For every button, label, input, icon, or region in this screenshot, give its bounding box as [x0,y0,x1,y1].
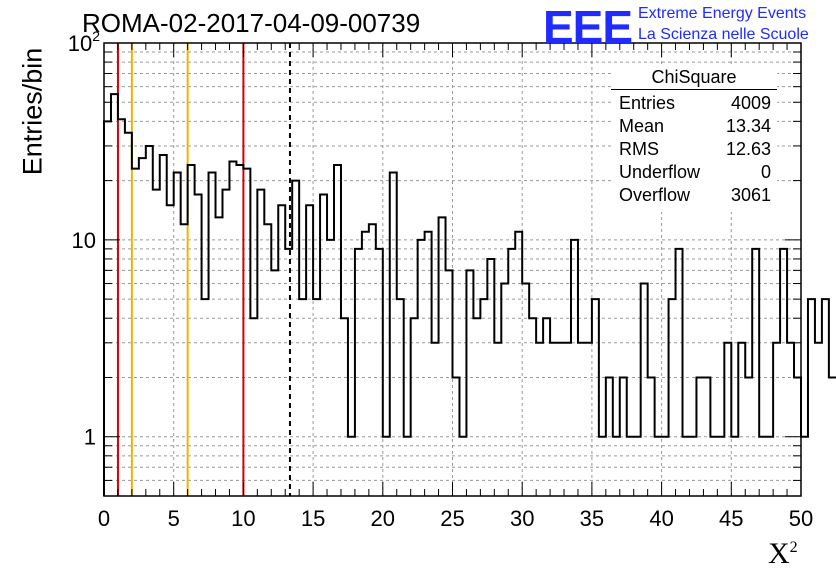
x-tick-label: 35 [580,506,604,531]
eee-logo: EEE Extreme Energy Events La Scienza nel… [543,1,833,53]
y-axis-label: Entries/bin [17,47,48,176]
stats-row-mean: Mean 13.34 [619,116,771,138]
stats-value: 4009 [730,93,771,113]
stats-label: Mean [619,116,665,136]
logo-line-2: La Scienza nelle Scuole [638,26,809,43]
x-tick-label: 45 [719,506,743,531]
stats-title-rule [611,89,777,90]
stats-row-overflow: Overflow 3061 [619,185,771,207]
stats-label: Underflow [619,162,701,182]
x-tick-label: 50 [789,506,813,531]
stats-row-rms: RMS 12.63 [619,139,771,161]
x-tick-label: 15 [301,506,325,531]
stats-row-underflow: Underflow 0 [619,162,771,184]
x-axis-label-superscript: 2 [789,539,798,556]
chart-title: ROMA-02-2017-04-09-00739 [82,8,421,38]
x-tick-label: 10 [231,506,255,531]
x-tick-label: 25 [440,506,464,531]
x-tick-label: 40 [649,506,673,531]
logo-line-1: Extreme Energy Events [638,5,807,22]
x-tick-label: 0 [98,506,110,531]
x-axis-label: X2 [768,537,798,571]
y-tick-label: 1 [84,425,96,450]
x-axis-label-text: X [768,537,790,570]
stats-row-entries: Entries 4009 [619,93,771,115]
stats-value: 0 [760,162,771,182]
x-tick-label: 20 [371,506,395,531]
stats-box: ChiSquare Entries 4009 Mean 13.34 RMS 12… [611,64,777,212]
logo-mark: EEE [543,1,633,53]
y-tick-label: 102 [68,28,100,56]
stats-value: 13.34 [725,116,771,136]
stats-value: 3061 [730,185,771,205]
stats-label: Overflow [619,185,691,205]
x-tick-label: 5 [168,506,180,531]
x-tick-label: 30 [510,506,534,531]
stats-title: ChiSquare [651,67,737,87]
stats-label: Entries [619,93,676,113]
stats-label: RMS [619,139,659,159]
stats-value: 12.63 [725,139,771,159]
y-tick-label: 10 [72,228,96,253]
histogram-outline [103,93,836,496]
